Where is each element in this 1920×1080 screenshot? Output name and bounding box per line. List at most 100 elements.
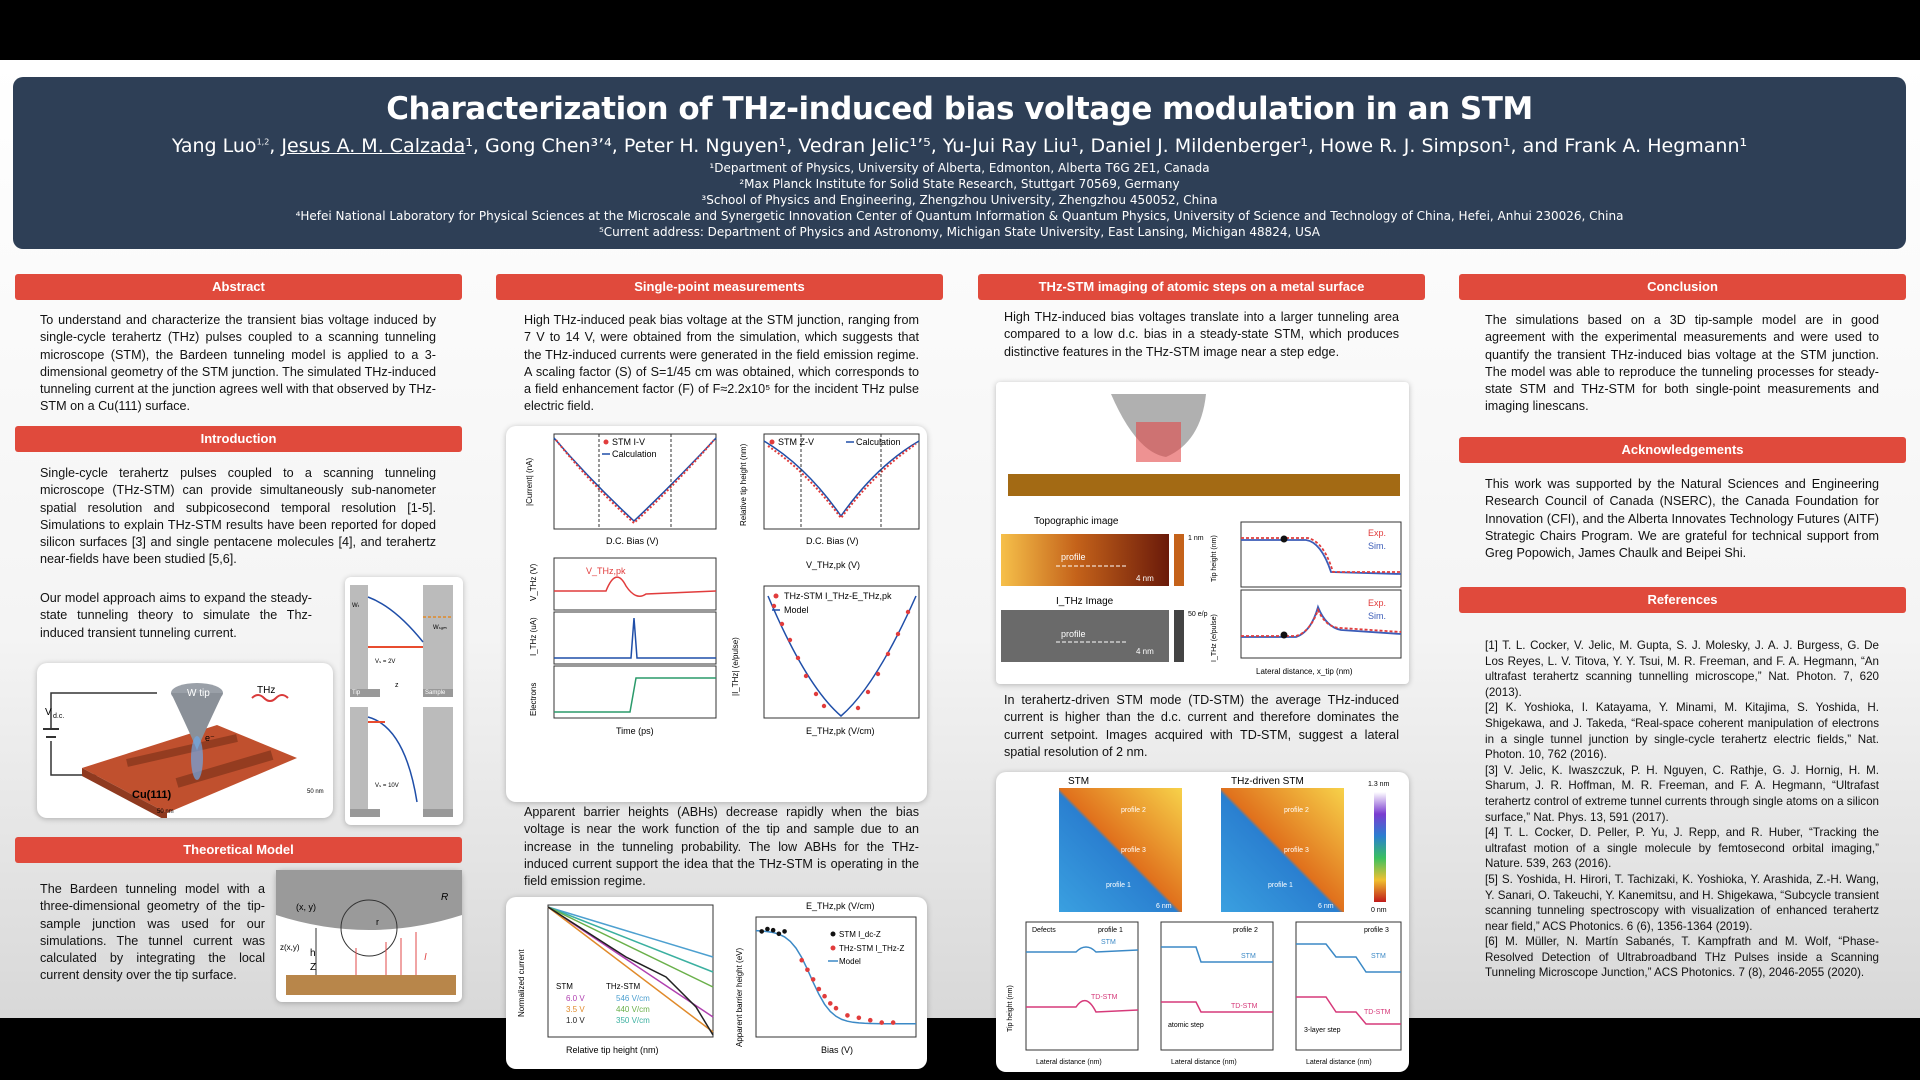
reference-item: [5] S. Yoshida, H. Hirori, T. Tachizaki,… [1485, 872, 1879, 933]
tip-label: W tip [187, 688, 210, 699]
reference-list: [1] T. L. Cocker, V. Jelic, M. Gupta, S.… [1485, 638, 1879, 981]
acknowledgements-heading: Acknowledgements [1459, 437, 1906, 463]
affiliation: ²Max Planck Institute for Solid State Re… [739, 177, 1180, 191]
abh-thz-point [827, 1001, 833, 1006]
map2-scale: 6 nm [1318, 903, 1334, 910]
affiliations: ¹Department of Physics, University of Al… [13, 160, 1906, 240]
thz-iv-legend-2: Model [784, 605, 809, 615]
exp-label-2: Exp. [1368, 598, 1386, 608]
Z-label: Z [310, 962, 316, 973]
three-layer-label: 3-layer step [1304, 1027, 1341, 1034]
author-first: Yang Luo [171, 135, 257, 157]
presenting-author: Jesus A. M. Calzada [281, 135, 466, 157]
conclusion-heading: Conclusion [1459, 274, 1906, 300]
map1-scale: 6 nm [1156, 903, 1172, 910]
cbar-top-label: 1.3 nm [1368, 781, 1390, 788]
poster-title: Characterization of THz-induced bias vol… [386, 91, 1533, 127]
sim-label-2: Sim. [1368, 611, 1386, 621]
abh-stm-point [782, 929, 787, 934]
exp-label: Exp. [1368, 528, 1386, 538]
zv-xlabel: D.C. Bias (V) [806, 536, 859, 546]
reference-item: [1] T. L. Cocker, V. Jelic, M. Gupta, S.… [1485, 639, 1879, 699]
norm-ylabel: Normalized current [517, 949, 526, 1017]
vdc-sub: d.c. [53, 713, 64, 720]
iv-legend-stm: STM I-V [612, 437, 645, 447]
wtip-label: Wₜ [352, 603, 360, 609]
panel3-profile: profile 3 [1364, 927, 1389, 934]
abh-toplabel: E_THz,pk (V/cm) [806, 901, 875, 911]
poster-header: Characterization of THz-induced bias vol… [13, 77, 1906, 249]
sample-label: Cu(111) [132, 789, 171, 801]
xy-label: (x, y) [296, 902, 316, 912]
references-heading: References [1459, 587, 1906, 613]
map-stm-title: STM [1068, 776, 1089, 787]
abh-ylabel: Apparent barrier height (eV) [735, 948, 744, 1048]
h-label: h [310, 948, 316, 959]
map2-profile2: profile 2 [1284, 807, 1309, 814]
abh-thz-point [805, 967, 810, 973]
single-point-figure: STM I-V Calculation D.C. Bias (V) |Curre… [506, 426, 927, 802]
lateral-xlabel: Lateral distance, x_tip (nm) [1256, 667, 1353, 676]
electrons-ylabel: Electrons [529, 683, 538, 716]
abh-thz-point [890, 1020, 896, 1025]
scale-x-label: 50 nm [157, 809, 174, 815]
norm-legend-3v: 3.5 V [566, 1005, 585, 1014]
author-rest: ¹, Gong Chen³ʼ⁴, Peter H. Nguyen¹, Vedra… [465, 135, 1748, 157]
ithz-ylabel-2: I_THz (e/pulse) [1211, 614, 1218, 662]
abh-legend-stm: STM I_dc-Z [839, 930, 881, 939]
topo-scale-label: 4 nm [1136, 574, 1154, 583]
tip-side-label: Tip [352, 690, 361, 696]
abh-points [759, 926, 896, 1025]
author-sep: , [269, 135, 282, 157]
panel2-stm: STM [1241, 953, 1256, 960]
single-point-heading: Single-point measurements [496, 274, 943, 300]
thz-iv-toplabel: V_THz,pk (V) [806, 560, 860, 570]
panel1-profile: profile 1 [1098, 927, 1123, 934]
abh-legend-thz: THz-STM I_THz-Z [839, 944, 904, 953]
map-td-title: THz-driven STM [1231, 776, 1304, 787]
topo-cbar-label: 1 nm [1188, 535, 1204, 542]
electron-label: e⁻ [205, 733, 215, 743]
sample-side-label: Sample [425, 690, 446, 696]
energy-diagram-figure: Tip Sample Vₛ = 2V z Wₜ Wₛₐₘ Vₛ = 10V [345, 577, 463, 825]
gap-z-label: z [395, 682, 399, 689]
scale-y-label: 50 nm [307, 789, 324, 795]
barrier-height-figure: STM THz-STM 6.0 V 3.5 V 1.0 V 546 V/cm 4… [506, 897, 927, 1069]
zv-legend-stm: STM Z-V [778, 437, 814, 447]
abh-thz-point [833, 1005, 839, 1011]
abh-thz-point [822, 993, 827, 999]
panel1-xlabel: Lateral distance (nm) [1036, 1059, 1102, 1066]
map1-profile1: profile 1 [1106, 882, 1131, 889]
imaging-text: High THz-induced bias voltages translate… [1004, 310, 1399, 359]
abh-legend-model: Model [839, 957, 861, 966]
ithz-cbar-label: 50 e/p [1188, 611, 1208, 618]
vpk-label: V_THz,pk [586, 566, 626, 576]
ithz-profile-label: profile [1061, 629, 1086, 639]
panel1-stm: STM [1101, 939, 1116, 946]
introduction-heading: Introduction [15, 426, 462, 452]
panel2-td: TD-STM [1231, 1003, 1258, 1010]
ithz-scale-label: 4 nm [1136, 647, 1154, 656]
vthz-ylabel: V_THz (V) [529, 563, 538, 601]
single-point-text-2: Apparent barrier heights (ABHs) decrease… [524, 805, 919, 889]
thz-iv-xlabel: E_THz,pk (V/cm) [806, 726, 875, 736]
imaging-figure: Topographic image profile 4 nm 1 nm I_TH… [996, 382, 1409, 684]
author-first-sup: 1,2 [256, 137, 270, 147]
abh-thz-point [810, 977, 816, 982]
abh-thz-point [856, 1015, 862, 1021]
reference-item: [6] M. Müller, N. Martín Sabanés, T. Kam… [1485, 935, 1879, 980]
zxy-label: z(x,y) [280, 943, 300, 952]
affiliation: ⁴Hefei National Laboratory for Physical … [295, 209, 1624, 223]
abh-stm-point [770, 927, 776, 933]
imaging-text-2: In terahertz-driven STM mode (TD-STM) th… [1004, 693, 1399, 759]
ithz-image-title: I_THz Image [1056, 596, 1114, 607]
introduction-text-2: Our model approach aims to expand the st… [40, 591, 312, 640]
panel1-ylabel: Tip height (nm) [1007, 985, 1014, 1032]
introduction-text: Single-cycle terahertz pulses coupled to… [40, 466, 436, 567]
stm-setup-figure: V d.c. W tip THz e⁻ Cu(111) 50 nm 50 nm [37, 663, 333, 818]
poster: Characterization of THz-induced bias vol… [0, 60, 1920, 1072]
abh-xlabel: Bias (V) [821, 1045, 853, 1055]
abh-stm-point [765, 926, 770, 932]
abh-thz-point [845, 1013, 850, 1018]
conclusion-text: The simulations based on a 3D tip-sample… [1485, 313, 1879, 414]
